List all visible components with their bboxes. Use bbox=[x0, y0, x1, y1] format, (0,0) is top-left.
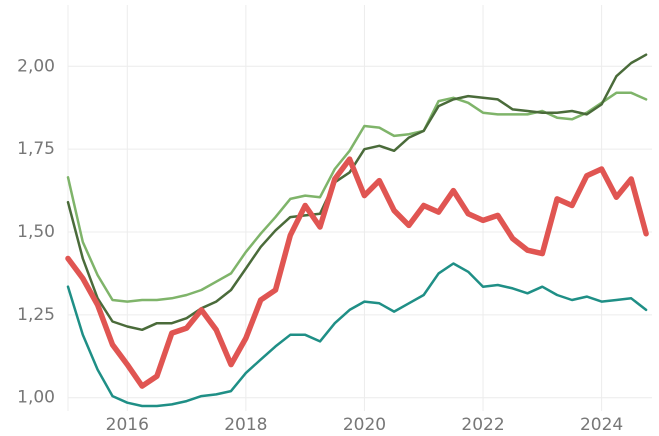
x-tick-label: 2018 bbox=[224, 415, 267, 435]
series-line bbox=[66, 91, 648, 303]
y-tick-label: 1,00 bbox=[17, 388, 55, 408]
x-tick-label: 2016 bbox=[106, 415, 149, 435]
x-tick-label: 2022 bbox=[461, 415, 504, 435]
series-line bbox=[66, 53, 648, 332]
y-tick-label: 1,50 bbox=[17, 222, 55, 242]
y-tick-label: 2,00 bbox=[17, 56, 55, 76]
y-tick-label: 1,25 bbox=[17, 305, 55, 325]
x-tick-label: 2020 bbox=[343, 415, 386, 435]
series-line bbox=[66, 262, 648, 408]
series-line bbox=[65, 156, 649, 389]
x-tick-label: 2024 bbox=[580, 415, 623, 435]
y-tick-label: 1,75 bbox=[17, 139, 55, 159]
